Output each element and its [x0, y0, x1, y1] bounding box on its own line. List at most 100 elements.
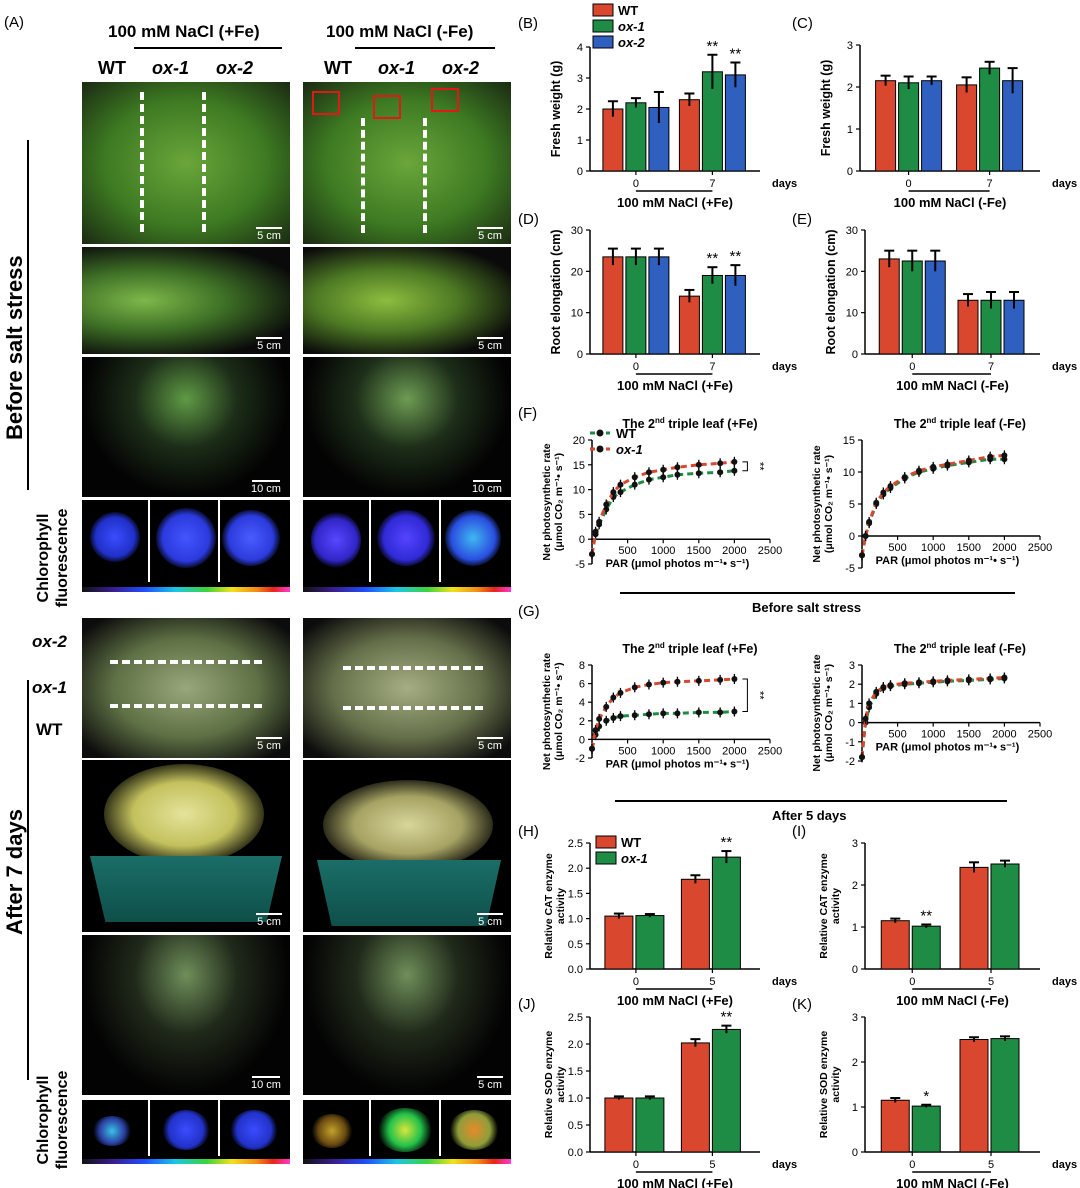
chart-f2-xlabel: PAR (μmol photos m⁻¹• s⁻¹) [876, 555, 1020, 567]
genotype-ox2-minus: ox-2 [442, 58, 480, 78]
chart-g2-xlabel: PAR (μmol photos m⁻¹• s⁻¹) [876, 742, 1020, 754]
scale-5cm-3: 5 cm [478, 230, 502, 242]
chart-k-bar-WT-5 [959, 1039, 989, 1153]
chart-e-xlabel: 100 mM NaCl (-Fe) [896, 378, 1009, 393]
chart-h-ytick-label: 0.0 [568, 964, 583, 976]
genotype-wt-minus: WT [324, 58, 352, 78]
after-side-line [27, 680, 29, 1080]
chart-j-bar-ox-1-0 [635, 1097, 665, 1153]
row-label-ox2: ox-2 [32, 632, 67, 651]
chart-j-panel-label: (J) [518, 996, 536, 1013]
legend-b-swatch-ox-1 [592, 19, 614, 33]
chart-e-ytick-label: 20 [846, 266, 858, 278]
chart-i-sig: ** [920, 907, 932, 924]
chart-e-xtick-label: 0 [909, 361, 915, 373]
chart-g2-xtick-label: 1500 [957, 729, 981, 741]
chart-b-bar-WT-0 [602, 108, 624, 172]
chart-k-ytick-label: 3 [852, 1012, 858, 1024]
chart-g1-xtick-label: 2000 [722, 745, 746, 757]
chart-g1-point-ox-1 [610, 694, 617, 701]
chart-b-bar-WT-7 [678, 99, 700, 172]
chart-k-xtick-label: 0 [909, 1159, 915, 1171]
chart-j-days-label: days [772, 1159, 797, 1171]
chart-b-ylabel: Fresh weight (g) [549, 61, 563, 158]
chart-g1-ytick-label: -2 [575, 753, 585, 765]
chart-j-xtick-label: 5 [709, 1159, 715, 1171]
chart-g1-point-ox-1 [674, 678, 681, 685]
chart-g2-point-ox-1 [859, 754, 865, 761]
chart-g2-ytick-label: 2 [849, 679, 855, 691]
chart-f2-xtick-label: 2000 [992, 542, 1016, 554]
legend-h-label-ox-1: ox-1 [621, 851, 648, 866]
photo-pot-after-minus: 5 cm [303, 760, 511, 932]
chart-i-bar-WT-0 [880, 920, 910, 970]
chart-e-bar-ox-2-0 [924, 260, 946, 355]
chart-c-days-label: days [1052, 178, 1077, 190]
chart-h-bar-ox-1-0 [635, 915, 665, 970]
photo-roots-before-plus: 10 cm [82, 357, 290, 497]
chart-f1-ytick-label: 10 [573, 485, 585, 497]
chart-d-bar-WT-7 [678, 295, 700, 355]
header-fe-plus: 100 mM NaCl (+Fe) [108, 22, 260, 41]
chart-d-ytick-label: 30 [571, 225, 583, 237]
chart-f2-point-ox-1 [901, 474, 908, 481]
scale-5cm-6: 5 cm [257, 916, 281, 928]
chart-f1-point-ox-1 [717, 460, 724, 467]
chart-d-days-label: days [772, 361, 797, 373]
scale-10cm-1: 10 cm [251, 483, 281, 495]
header-underline-minus [355, 47, 495, 49]
chart-g1-panel-label: (G) [518, 603, 540, 620]
legend-b-swatch-WT [592, 3, 614, 17]
chart-f1-ytick-label: 15 [573, 460, 585, 472]
chart-j-ytick-label: 2.0 [568, 1039, 583, 1051]
chart-f2-point-ox-1 [1001, 452, 1008, 459]
chart-d-bar-ox-1-7 [701, 274, 723, 355]
photo-pot-after-plus: 5 cm [82, 760, 290, 932]
chart-f2-xtick-label: 1000 [921, 542, 945, 554]
chart-g1-point-ox-1 [603, 703, 610, 710]
chart-d-sig: ** [707, 250, 719, 267]
chart-g2-title: The 2nd triple leaf (-Fe) [894, 641, 1026, 656]
chart-e-ylabel: Root elongation (cm) [824, 230, 838, 355]
chart-k-ylabel: Relative SOD enzyme [818, 1031, 830, 1139]
chart-f1-ylabel-2: (μmol CO₂ m⁻¹• s⁻¹) [553, 453, 565, 551]
chart-c-ytick-label: 2 [847, 82, 853, 94]
chart-j-ytick-label: 0.0 [568, 1147, 583, 1159]
chart-d-bar-ox-2-0 [648, 256, 670, 355]
chart-g2-point-ox-1 [987, 675, 994, 682]
chart-h-ytick-label: 2.5 [568, 838, 583, 850]
chart-j-ylabel: Relative SOD enzyme [543, 1031, 555, 1139]
chart-g1-point-ox-1 [589, 745, 595, 752]
chart-f1-xtick-label: 1000 [651, 545, 675, 557]
chart-i-bar-WT-5 [959, 866, 989, 970]
chart-f2-point-ox-1 [873, 499, 880, 506]
chart-f2-point-ox-1 [915, 467, 922, 474]
chart-b-ytick-label: 2 [577, 104, 583, 116]
chart-f1-ylabel: Net photosynthetic rate [541, 443, 553, 560]
chart-c-bar-ox-1-0 [898, 82, 920, 172]
chart-k-bar-ox-1-5 [990, 1038, 1020, 1153]
chart-g1-point-WT [660, 710, 667, 717]
chart-k-days-label: days [1052, 1159, 1077, 1171]
chart-g1-ytick-label: 0 [579, 734, 585, 746]
chart-f2-point-ox-1 [862, 533, 869, 539]
chart-e-xtick-label: 7 [988, 361, 994, 373]
chart-h-ytick-label: 0.5 [568, 939, 583, 951]
chart-h-bar-ox-1-5 [711, 856, 741, 970]
chart-g1-xtick-label: 500 [618, 745, 636, 757]
chart-f1-xlabel: PAR (μmol photos m⁻¹• s⁻¹) [606, 558, 750, 570]
chart-k-xlabel: 100 mM NaCl (-Fe) [896, 1176, 1009, 1188]
legend-f-marker-ox-1 [596, 445, 604, 453]
chart-e-bar-WT-7 [957, 299, 979, 355]
chart-g1-ylabel: Net photosynthetic rate [541, 653, 553, 770]
chart-f1-point-ox-1 [610, 489, 617, 496]
chart-f1-xtick-label: 500 [618, 545, 636, 557]
chart-f1-point-ox-1 [731, 458, 738, 465]
before-salt-line [620, 592, 1015, 594]
chart-h-panel-label: (H) [518, 823, 539, 840]
chart-g1-point-ox-1 [660, 679, 667, 686]
chart-g2-point-ox-1 [862, 715, 869, 722]
chart-i-days-label: days [1052, 976, 1077, 988]
chart-g1-xtick-label: 1500 [687, 745, 711, 757]
before-side-line [27, 140, 29, 490]
